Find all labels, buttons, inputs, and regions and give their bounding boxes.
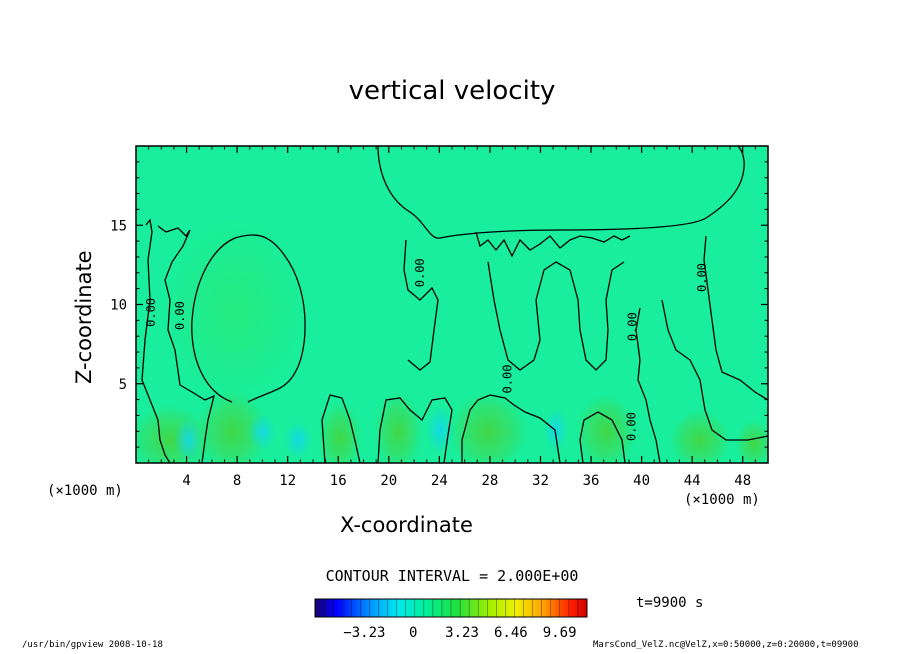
y-axis: 5 10 15 xyxy=(110,161,768,448)
contour-line xyxy=(141,218,171,463)
contour-label: 0.00 xyxy=(500,365,514,394)
x-tick-label: 16 xyxy=(330,473,347,489)
updraft-region xyxy=(576,394,636,463)
colorbar-tick-label: 6.46 xyxy=(494,625,528,641)
downdraft-region xyxy=(284,422,312,458)
contour-line xyxy=(635,307,661,463)
field-shading xyxy=(136,146,768,463)
x-tick-label: 20 xyxy=(380,473,397,489)
x-tick-label: 12 xyxy=(279,473,296,489)
contour-labels: 0.00 0.00 0.00 0.00 0.00 0.00 0.00 xyxy=(144,258,709,441)
y-tick-label: 5 xyxy=(119,377,127,393)
contour-line xyxy=(157,225,215,463)
updraft-region-upper xyxy=(160,215,310,405)
x-tick-label: 36 xyxy=(583,473,600,489)
contour-label: 0.00 xyxy=(173,301,187,330)
x-tick-label: 8 xyxy=(233,473,241,489)
y-axis-label: Z-coordinate xyxy=(72,250,96,384)
contour-label: 0.00 xyxy=(626,312,640,341)
x-tick-label: 44 xyxy=(684,473,701,489)
y-tick-label: 15 xyxy=(110,218,127,234)
updraft-region xyxy=(736,420,768,463)
time-label: t=9900 s xyxy=(636,595,704,611)
contour-label: 0.00 xyxy=(144,298,158,327)
x-unit-label-left: (×1000 m) xyxy=(47,483,123,499)
downdraft-region xyxy=(426,406,454,454)
contour-line xyxy=(703,235,768,401)
colorbar: −3.23 0 3.23 6.46 9.69 xyxy=(314,598,588,641)
contour-line xyxy=(487,261,625,371)
chart-title: vertical velocity xyxy=(348,76,556,106)
x-tick-label: 40 xyxy=(633,473,650,489)
updraft-region xyxy=(448,392,528,463)
contour-line xyxy=(579,411,626,463)
x-tick-label: 48 xyxy=(734,473,751,489)
contour-line xyxy=(661,299,768,441)
contour-lines xyxy=(141,146,768,463)
downdraft-region xyxy=(544,408,568,452)
downdraft-region xyxy=(248,414,276,450)
colorbar-tick-label: −3.23 xyxy=(343,625,385,641)
updraft-region xyxy=(318,402,362,463)
contour-label: 0.00 xyxy=(624,412,638,441)
x-axis: 4 8 12 16 20 24 28 32 36 40 44 48 xyxy=(148,146,756,489)
x-unit-label-right: (×1000 m) xyxy=(684,492,760,508)
contour-line xyxy=(377,146,745,239)
updraft-region xyxy=(374,392,422,463)
footer-command: /usr/bin/gpview 2008-10-18 xyxy=(22,640,163,650)
x-tick-label: 28 xyxy=(481,473,498,489)
updraft-region xyxy=(670,410,730,463)
y-tick-label: 10 xyxy=(110,298,127,314)
contour-interval-label: CONTOUR INTERVAL = 2.000E+00 xyxy=(325,567,579,585)
colorbar-tick-label: 3.23 xyxy=(445,625,479,641)
contour-label: 0.00 xyxy=(695,263,709,292)
x-axis-label: X-coordinate xyxy=(340,513,473,537)
updraft-region xyxy=(196,390,268,463)
downdraft-region xyxy=(174,418,202,462)
x-tick-label: 24 xyxy=(431,473,448,489)
x-tick-label: 4 xyxy=(182,473,190,489)
contour-line xyxy=(191,234,306,403)
contour-line xyxy=(403,239,439,371)
contour-line xyxy=(461,394,561,463)
x-tick-label: 32 xyxy=(532,473,549,489)
colorbar-tick-label: 0 xyxy=(409,625,417,641)
contour-line xyxy=(475,231,631,258)
contour-line xyxy=(321,394,361,463)
colorbar-tick-label: 9.69 xyxy=(543,625,577,641)
contour-line xyxy=(377,397,453,463)
footer-source: MarsCond_VelZ.nc@VelZ,x=0:50000,z=0:2000… xyxy=(593,640,859,650)
contour-label: 0.00 xyxy=(413,258,427,287)
